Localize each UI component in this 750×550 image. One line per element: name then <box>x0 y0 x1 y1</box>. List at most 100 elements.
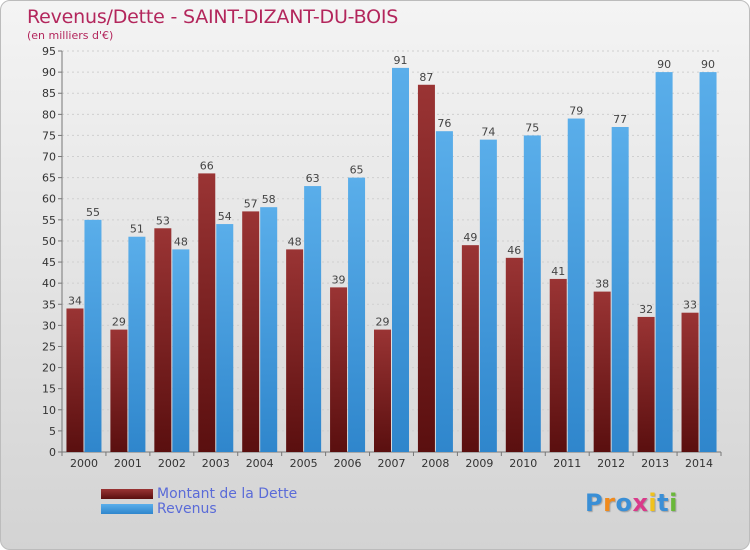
data-label-revenue: 48 <box>174 235 188 248</box>
x-tick-label: 2010 <box>509 457 537 470</box>
bar-revenue <box>128 236 146 452</box>
data-label-debt: 32 <box>639 303 653 316</box>
bar-debt <box>242 211 260 452</box>
logo-letter: t <box>657 489 670 517</box>
x-tick-label: 2008 <box>421 457 449 470</box>
x-tick-label: 2001 <box>114 457 142 470</box>
y-tick-label: 10 <box>42 404 56 417</box>
bar-debt <box>549 278 567 452</box>
data-label-debt: 33 <box>683 299 697 312</box>
data-label-revenue: 51 <box>130 223 144 236</box>
data-label-revenue: 63 <box>306 172 320 185</box>
data-label-debt: 57 <box>244 197 258 210</box>
data-label-debt: 66 <box>200 159 214 172</box>
y-tick-label: 40 <box>42 277 56 290</box>
bar-revenue <box>655 72 673 453</box>
bar-revenue <box>348 177 366 452</box>
y-tick-label: 15 <box>42 383 56 396</box>
y-tick-label: 65 <box>42 172 56 185</box>
bar-debt <box>198 173 216 452</box>
bar-debt <box>110 329 128 452</box>
x-tick-label: 2002 <box>158 457 186 470</box>
x-tick-label: 2005 <box>290 457 318 470</box>
chart-title: Revenus/Dette - SAINT-DIZANT-DU-BOIS <box>27 6 399 28</box>
data-label-debt: 38 <box>595 278 609 291</box>
y-tick-label: 50 <box>42 235 56 248</box>
x-tick-label: 2004 <box>246 457 274 470</box>
x-tick-label: 2000 <box>70 457 98 470</box>
data-label-revenue: 76 <box>437 117 451 130</box>
logo-letter: o <box>615 489 633 517</box>
bar-revenue <box>84 219 102 452</box>
data-label-revenue: 54 <box>218 210 232 223</box>
data-label-revenue: 58 <box>262 193 276 206</box>
chart-subtitle: (en milliers d'€) <box>27 29 114 42</box>
data-label-revenue: 77 <box>613 113 627 126</box>
bar-revenue <box>523 135 541 452</box>
y-tick-label: 95 <box>42 45 56 58</box>
y-tick-label: 80 <box>42 108 56 121</box>
bar-revenue <box>435 131 453 452</box>
data-label-debt: 39 <box>332 273 346 286</box>
y-tick-label: 75 <box>42 129 56 142</box>
bar-debt <box>681 312 699 452</box>
y-tick-label: 30 <box>42 319 56 332</box>
x-tick-label: 2007 <box>378 457 406 470</box>
data-label-debt: 29 <box>376 316 390 329</box>
data-label-revenue: 55 <box>86 206 100 219</box>
data-label-debt: 41 <box>551 265 565 278</box>
y-tick-label: 60 <box>42 193 56 206</box>
y-tick-label: 0 <box>49 446 56 459</box>
data-label-debt: 34 <box>68 294 82 307</box>
data-label-revenue: 90 <box>701 58 715 71</box>
legend-swatch-debt <box>101 489 153 499</box>
bar-debt <box>505 257 523 452</box>
y-tick-label: 85 <box>42 87 56 100</box>
x-tick-label: 2006 <box>334 457 362 470</box>
bar-debt <box>593 291 611 452</box>
bar-debt <box>637 316 655 452</box>
data-label-revenue: 75 <box>525 121 539 134</box>
bar-debt <box>417 84 435 452</box>
logo-letter: i <box>669 489 678 517</box>
bar-revenue <box>567 118 585 453</box>
bar-revenue <box>392 67 409 452</box>
proxiti-logo: Proxiti <box>585 489 678 517</box>
x-tick-label: 2003 <box>202 457 230 470</box>
bar-debt <box>66 308 84 452</box>
y-tick-label: 20 <box>42 362 56 375</box>
x-tick-label: 2013 <box>641 457 669 470</box>
x-tick-label: 2011 <box>553 457 581 470</box>
logo-letter: i <box>648 489 658 517</box>
bar-revenue <box>479 139 497 453</box>
y-tick-label: 90 <box>42 66 56 79</box>
data-label-debt: 48 <box>288 235 302 248</box>
bar-revenue <box>216 224 234 452</box>
data-label-debt: 46 <box>507 244 521 257</box>
data-label-debt: 29 <box>112 316 126 329</box>
data-label-revenue: 79 <box>569 105 583 118</box>
y-tick-label: 70 <box>42 151 56 164</box>
legend-label-revenue: Revenus <box>157 501 217 517</box>
y-tick-label: 35 <box>42 298 56 311</box>
bar-revenue <box>304 186 322 453</box>
x-tick-label: 2012 <box>597 457 625 470</box>
bar-debt <box>461 245 479 452</box>
y-tick-label: 55 <box>42 214 56 227</box>
legend-swatch-revenue <box>101 504 153 514</box>
bar-debt <box>286 249 304 452</box>
data-label-revenue: 91 <box>394 54 408 67</box>
data-label-debt: 87 <box>419 71 433 84</box>
y-tick-label: 25 <box>42 340 56 353</box>
data-label-debt: 53 <box>156 214 170 227</box>
logo-letter: x <box>632 489 649 517</box>
logo-letter: P <box>585 489 604 517</box>
bar-revenue <box>611 126 629 453</box>
bar-debt <box>374 329 391 452</box>
data-label-revenue: 65 <box>350 164 364 177</box>
x-tick-label: 2009 <box>465 457 493 470</box>
y-tick-label: 5 <box>49 425 56 438</box>
bar-revenue <box>260 207 278 452</box>
